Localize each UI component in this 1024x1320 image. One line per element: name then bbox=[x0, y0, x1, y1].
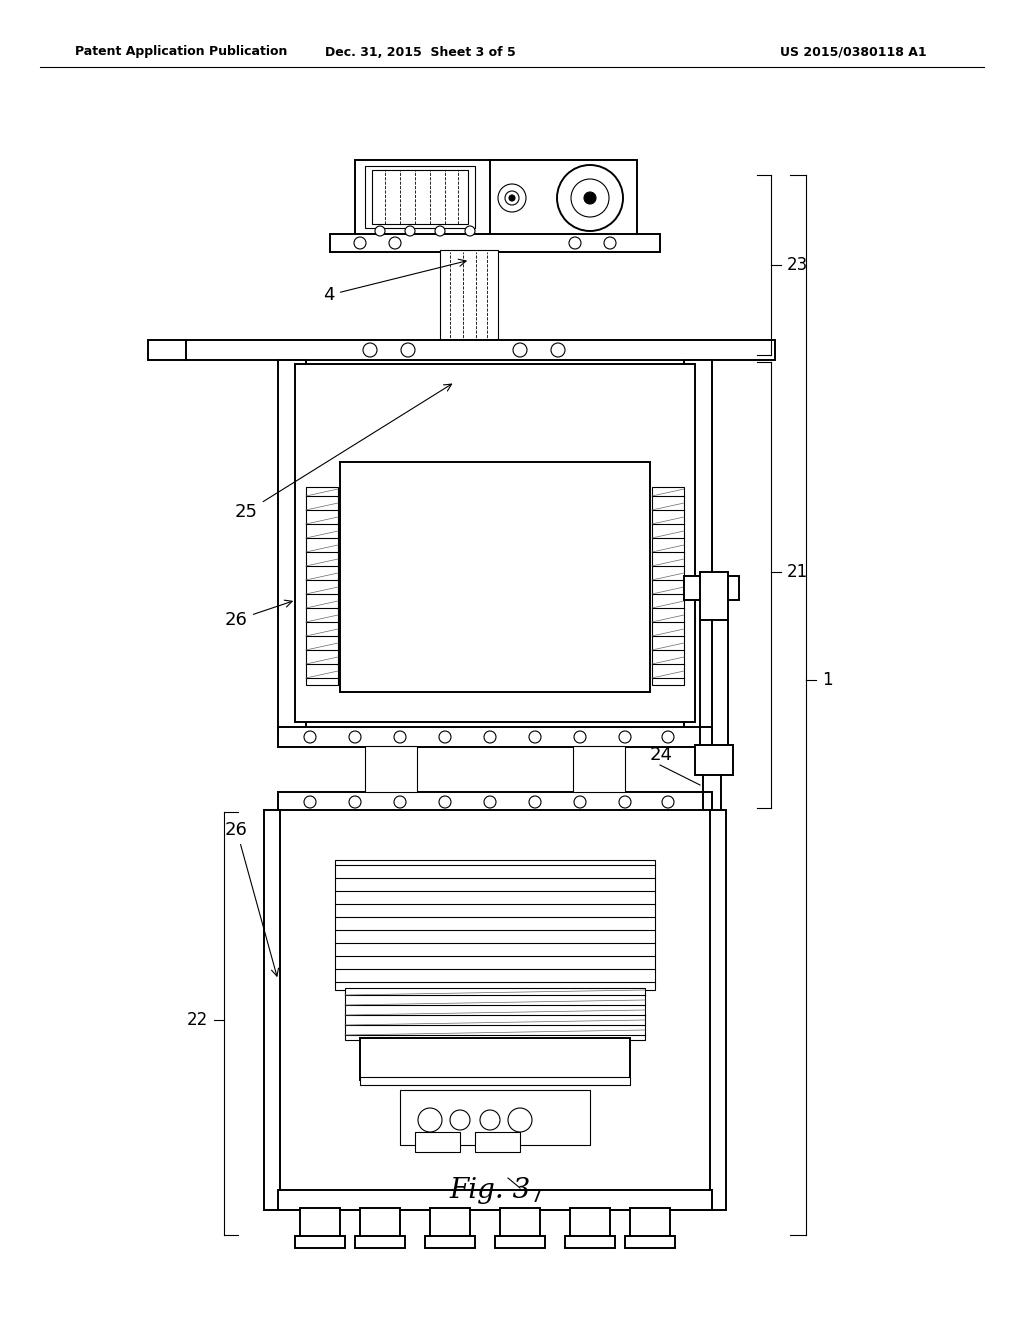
Circle shape bbox=[551, 343, 565, 356]
Circle shape bbox=[508, 1107, 532, 1133]
Circle shape bbox=[571, 180, 609, 216]
Circle shape bbox=[509, 195, 515, 201]
Bar bbox=[360, 1038, 630, 1080]
Text: 1: 1 bbox=[822, 671, 833, 689]
Text: 21: 21 bbox=[787, 564, 808, 581]
Bar bbox=[365, 746, 417, 792]
Circle shape bbox=[529, 731, 541, 743]
Bar bbox=[684, 360, 712, 730]
Circle shape bbox=[480, 1110, 500, 1130]
Circle shape bbox=[604, 238, 616, 249]
Bar bbox=[185, 341, 775, 360]
Bar bbox=[430, 1208, 470, 1239]
Bar bbox=[625, 1236, 675, 1247]
Text: 26: 26 bbox=[225, 601, 292, 630]
Bar bbox=[278, 727, 712, 747]
Circle shape bbox=[557, 165, 623, 231]
Text: 22: 22 bbox=[186, 1011, 208, 1030]
Text: 7: 7 bbox=[530, 1188, 542, 1206]
Circle shape bbox=[569, 238, 581, 249]
Text: 26: 26 bbox=[225, 821, 279, 975]
Bar bbox=[400, 1090, 590, 1144]
Bar bbox=[490, 160, 637, 235]
Bar bbox=[700, 572, 728, 620]
Text: 4: 4 bbox=[324, 259, 466, 304]
Circle shape bbox=[389, 238, 401, 249]
Text: Fig. 3: Fig. 3 bbox=[450, 1177, 530, 1204]
Bar bbox=[295, 364, 695, 722]
Bar bbox=[570, 1208, 610, 1239]
Circle shape bbox=[394, 731, 406, 743]
Bar bbox=[360, 1208, 400, 1239]
Bar bbox=[360, 1077, 630, 1085]
Circle shape bbox=[418, 1107, 442, 1133]
Bar bbox=[278, 810, 712, 1210]
Circle shape bbox=[574, 796, 586, 808]
Bar bbox=[440, 249, 498, 342]
Bar bbox=[475, 1133, 520, 1152]
Circle shape bbox=[618, 796, 631, 808]
Bar bbox=[335, 861, 655, 990]
Bar bbox=[573, 746, 625, 792]
Text: Patent Application Publication: Patent Application Publication bbox=[75, 45, 288, 58]
Bar bbox=[355, 1236, 406, 1247]
Bar bbox=[565, 1236, 615, 1247]
Circle shape bbox=[349, 796, 361, 808]
Text: 23: 23 bbox=[787, 256, 808, 275]
Circle shape bbox=[465, 226, 475, 236]
Circle shape bbox=[584, 191, 596, 205]
Circle shape bbox=[439, 731, 451, 743]
Text: Dec. 31, 2015  Sheet 3 of 5: Dec. 31, 2015 Sheet 3 of 5 bbox=[325, 45, 515, 58]
Circle shape bbox=[618, 731, 631, 743]
Circle shape bbox=[505, 191, 519, 205]
Bar bbox=[340, 462, 650, 692]
Bar bbox=[295, 1236, 345, 1247]
Bar bbox=[425, 1236, 475, 1247]
Bar bbox=[355, 160, 635, 235]
Bar bbox=[684, 576, 739, 601]
Bar bbox=[264, 810, 280, 1210]
Circle shape bbox=[304, 796, 316, 808]
Bar bbox=[710, 810, 726, 1210]
Circle shape bbox=[484, 796, 496, 808]
Bar bbox=[148, 341, 186, 360]
Circle shape bbox=[435, 226, 445, 236]
Circle shape bbox=[362, 343, 377, 356]
Circle shape bbox=[349, 731, 361, 743]
Circle shape bbox=[662, 796, 674, 808]
Bar bbox=[306, 487, 338, 685]
Bar bbox=[300, 1208, 340, 1239]
Bar bbox=[278, 792, 712, 812]
Bar bbox=[345, 987, 645, 1040]
Text: 25: 25 bbox=[234, 384, 452, 521]
Bar bbox=[630, 1208, 670, 1239]
Circle shape bbox=[662, 731, 674, 743]
Bar bbox=[330, 234, 660, 252]
Circle shape bbox=[304, 731, 316, 743]
Circle shape bbox=[484, 731, 496, 743]
Circle shape bbox=[406, 226, 415, 236]
Circle shape bbox=[513, 343, 527, 356]
Bar bbox=[500, 1208, 540, 1239]
Text: US 2015/0380118 A1: US 2015/0380118 A1 bbox=[780, 45, 927, 58]
Circle shape bbox=[574, 731, 586, 743]
Circle shape bbox=[450, 1110, 470, 1130]
Bar bbox=[495, 1236, 545, 1247]
Circle shape bbox=[375, 226, 385, 236]
Text: 24: 24 bbox=[650, 746, 673, 764]
Circle shape bbox=[498, 183, 526, 213]
Circle shape bbox=[439, 796, 451, 808]
Circle shape bbox=[401, 343, 415, 356]
Bar bbox=[695, 744, 733, 775]
Bar bbox=[372, 170, 468, 224]
Bar bbox=[652, 487, 684, 685]
Bar bbox=[278, 360, 306, 730]
Bar bbox=[415, 1133, 460, 1152]
Bar bbox=[365, 166, 475, 228]
Bar bbox=[278, 1191, 712, 1210]
Circle shape bbox=[529, 796, 541, 808]
Circle shape bbox=[354, 238, 366, 249]
Circle shape bbox=[394, 796, 406, 808]
